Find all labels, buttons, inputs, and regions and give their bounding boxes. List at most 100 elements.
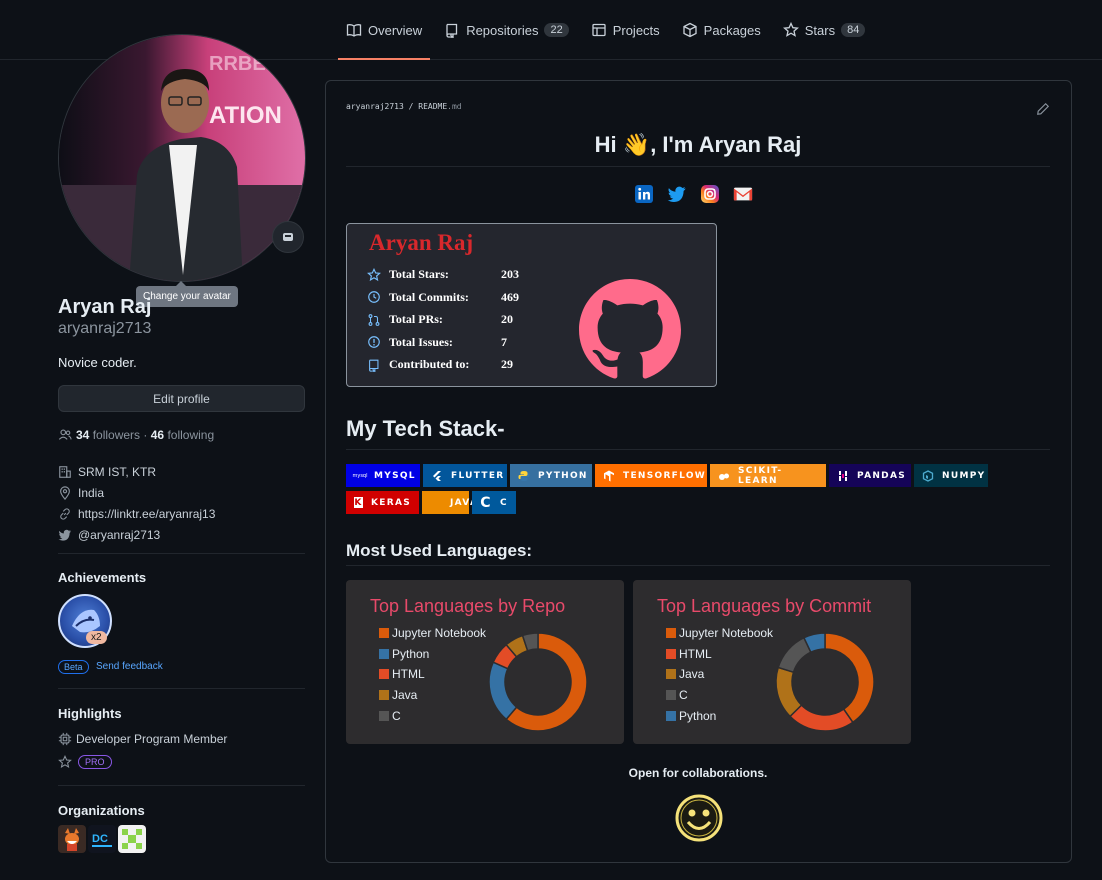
- tab-packages[interactable]: Packages: [674, 0, 769, 60]
- legend-label: Python: [392, 646, 430, 661]
- gmail-icon[interactable]: [733, 184, 753, 204]
- follow-separator: ·: [143, 428, 148, 442]
- twitter-icon: [58, 528, 72, 542]
- history-icon: [367, 290, 381, 304]
- pencil-icon: [1037, 102, 1050, 115]
- legend-swatch: [379, 669, 389, 680]
- achievement-count-badge: x2: [86, 631, 107, 644]
- set-status-button[interactable]: [272, 221, 304, 253]
- organizations-list: DC: [58, 825, 146, 853]
- pro-badge: PRO: [78, 755, 112, 769]
- badge-label: NUMPY: [942, 470, 986, 481]
- chart-title: Top Languages by Commit: [657, 596, 872, 616]
- stat-label: Total Commits:: [389, 289, 469, 304]
- breadcrumb-separator: /: [403, 102, 419, 111]
- tab-projects[interactable]: Projects: [583, 0, 668, 60]
- top-languages-commit-card: Top Languages by Commit Jupyter Notebook…: [633, 580, 911, 744]
- avatar-photo: RRBES ATION: [59, 35, 305, 281]
- donut-slice-html: [789, 704, 854, 732]
- twitter-link[interactable]: @aryanraj2713: [78, 527, 161, 542]
- tab-counter: 22: [544, 23, 569, 37]
- tab-stars[interactable]: Stars 84: [775, 0, 874, 60]
- send-feedback-link[interactable]: Send feedback: [96, 661, 163, 672]
- following-link[interactable]: 46 following: [151, 428, 214, 442]
- star-icon: [367, 267, 381, 282]
- people-icon: [58, 428, 72, 442]
- github-logo-icon: [579, 279, 681, 381]
- tab-label: Stars: [804, 22, 836, 38]
- stat-row: Total Issues: 7: [367, 335, 507, 350]
- sidebar-divider: [58, 688, 305, 689]
- instagram-icon[interactable]: [700, 184, 720, 204]
- legend-label: C: [392, 708, 401, 723]
- twitter-social-icon[interactable]: [667, 184, 687, 204]
- legend-swatch: [666, 690, 676, 701]
- badge-java: JAVA: [422, 491, 477, 514]
- collab-text: Open for collaborations.: [628, 766, 768, 780]
- readme-container: [325, 80, 1072, 863]
- edit-readme-button[interactable]: [1036, 102, 1050, 116]
- org-avatar-green[interactable]: [118, 825, 146, 853]
- profile-name: Aryan Raj: [58, 296, 152, 318]
- badge-pandas: PANDAS: [829, 464, 911, 487]
- legend-item: C: [666, 688, 688, 702]
- following-label: following: [167, 428, 215, 442]
- badge-keras: K KERAS: [346, 491, 419, 514]
- location-text: India: [78, 485, 105, 500]
- cpu-icon: [58, 732, 72, 746]
- legend-item: Jupyter Notebook: [666, 626, 773, 640]
- legend-swatch: [666, 628, 676, 638]
- shark-icon: [72, 609, 100, 633]
- badge-label: TENSORFLOW: [623, 470, 707, 481]
- organizations-heading: Organizations: [58, 803, 145, 818]
- legend-label: Jupyter Notebook: [392, 626, 487, 640]
- website-link[interactable]: https://linktr.ee/aryanraj13: [78, 506, 216, 521]
- legend-swatch: [666, 669, 676, 680]
- developer-program-text: Developer Program Member: [76, 732, 228, 746]
- edit-profile-button[interactable]: Edit profile: [58, 385, 305, 412]
- tab-label: Repositories: [466, 22, 539, 38]
- stat-value: 29: [501, 357, 513, 372]
- heading-rule: [346, 166, 1050, 167]
- breadcrumb-file[interactable]: README: [418, 102, 448, 111]
- followers-link[interactable]: 34 followers: [76, 428, 140, 442]
- star-icon: [58, 755, 72, 769]
- package-icon: [682, 22, 698, 38]
- donut-slice-python: [802, 632, 826, 654]
- pandas-icon: [837, 470, 849, 482]
- stat-label: Total Issues:: [389, 334, 453, 349]
- badge-label: KERAS: [371, 497, 411, 508]
- badge-scikit-learn: SCIKIT-LEARN: [710, 464, 826, 487]
- badge-label: SCIKIT-LEARN: [738, 465, 783, 486]
- badge-label: MYSQL: [374, 470, 416, 481]
- organization-text: SRM IST, KTR: [78, 464, 157, 479]
- donut-chart-repo: [488, 632, 588, 732]
- breadcrumb-ext: .md: [447, 102, 462, 111]
- badge-label: C: [500, 497, 508, 508]
- legend-item: Python: [379, 647, 429, 661]
- highlights-heading: Highlights: [58, 706, 122, 721]
- tab-repositories[interactable]: Repositories 22: [436, 0, 577, 60]
- donut-slice-java: [775, 666, 803, 718]
- location-icon: [58, 485, 72, 500]
- legend-label: Java: [392, 688, 418, 703]
- avatar[interactable]: RRBES ATION: [58, 34, 306, 282]
- linkedin-icon[interactable]: [634, 184, 654, 204]
- org-avatar-dc[interactable]: DC: [88, 825, 116, 853]
- star-icon: [782, 22, 799, 38]
- stat-row: Contributed to: 29: [367, 357, 513, 372]
- badge-mysql: mysql MYSQL: [346, 464, 420, 487]
- pro-row: PRO: [58, 755, 112, 769]
- pull-request-icon: [367, 313, 381, 327]
- badge-flutter: FLUTTER: [423, 464, 507, 487]
- profile-details: SRM IST, KTR India https://linktr.ee/ary…: [58, 461, 215, 545]
- org-avatar-hacktoberfest[interactable]: [58, 825, 86, 853]
- tab-overview[interactable]: Overview: [338, 0, 431, 60]
- badge-numpy: NUMPY: [914, 464, 988, 487]
- smiley-icon: [674, 793, 724, 843]
- legend-swatch: [666, 710, 676, 721]
- organization-row: SRM IST, KTR: [58, 461, 215, 482]
- breadcrumb-user[interactable]: aryanraj2713: [346, 102, 404, 111]
- readme-breadcrumb: aryanraj2713 / README.md: [346, 102, 462, 111]
- link-icon: [58, 507, 72, 521]
